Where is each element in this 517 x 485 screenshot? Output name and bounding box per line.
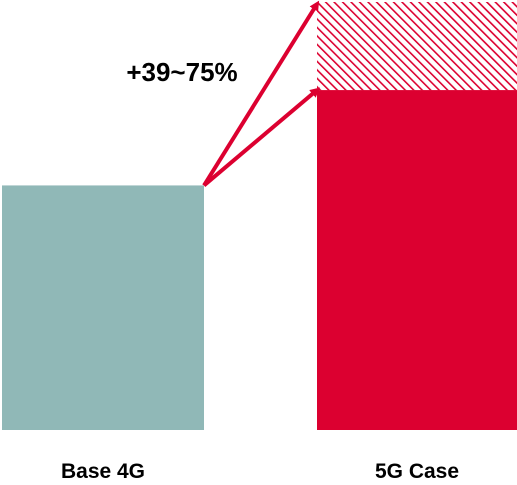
x-tick-label-5g-case: 5G Case: [375, 460, 459, 483]
bar-5g-case: [317, 90, 517, 430]
annotation-label: +39~75%: [126, 57, 237, 87]
arrow-to-high-estimate: [202, 0, 320, 187]
bar-base-4g: [2, 185, 204, 430]
bar-5g-case-range: [317, 2, 517, 91]
x-tick-label-base-4g: Base 4G: [61, 460, 145, 483]
arrow-to-low-estimate: [202, 87, 321, 187]
